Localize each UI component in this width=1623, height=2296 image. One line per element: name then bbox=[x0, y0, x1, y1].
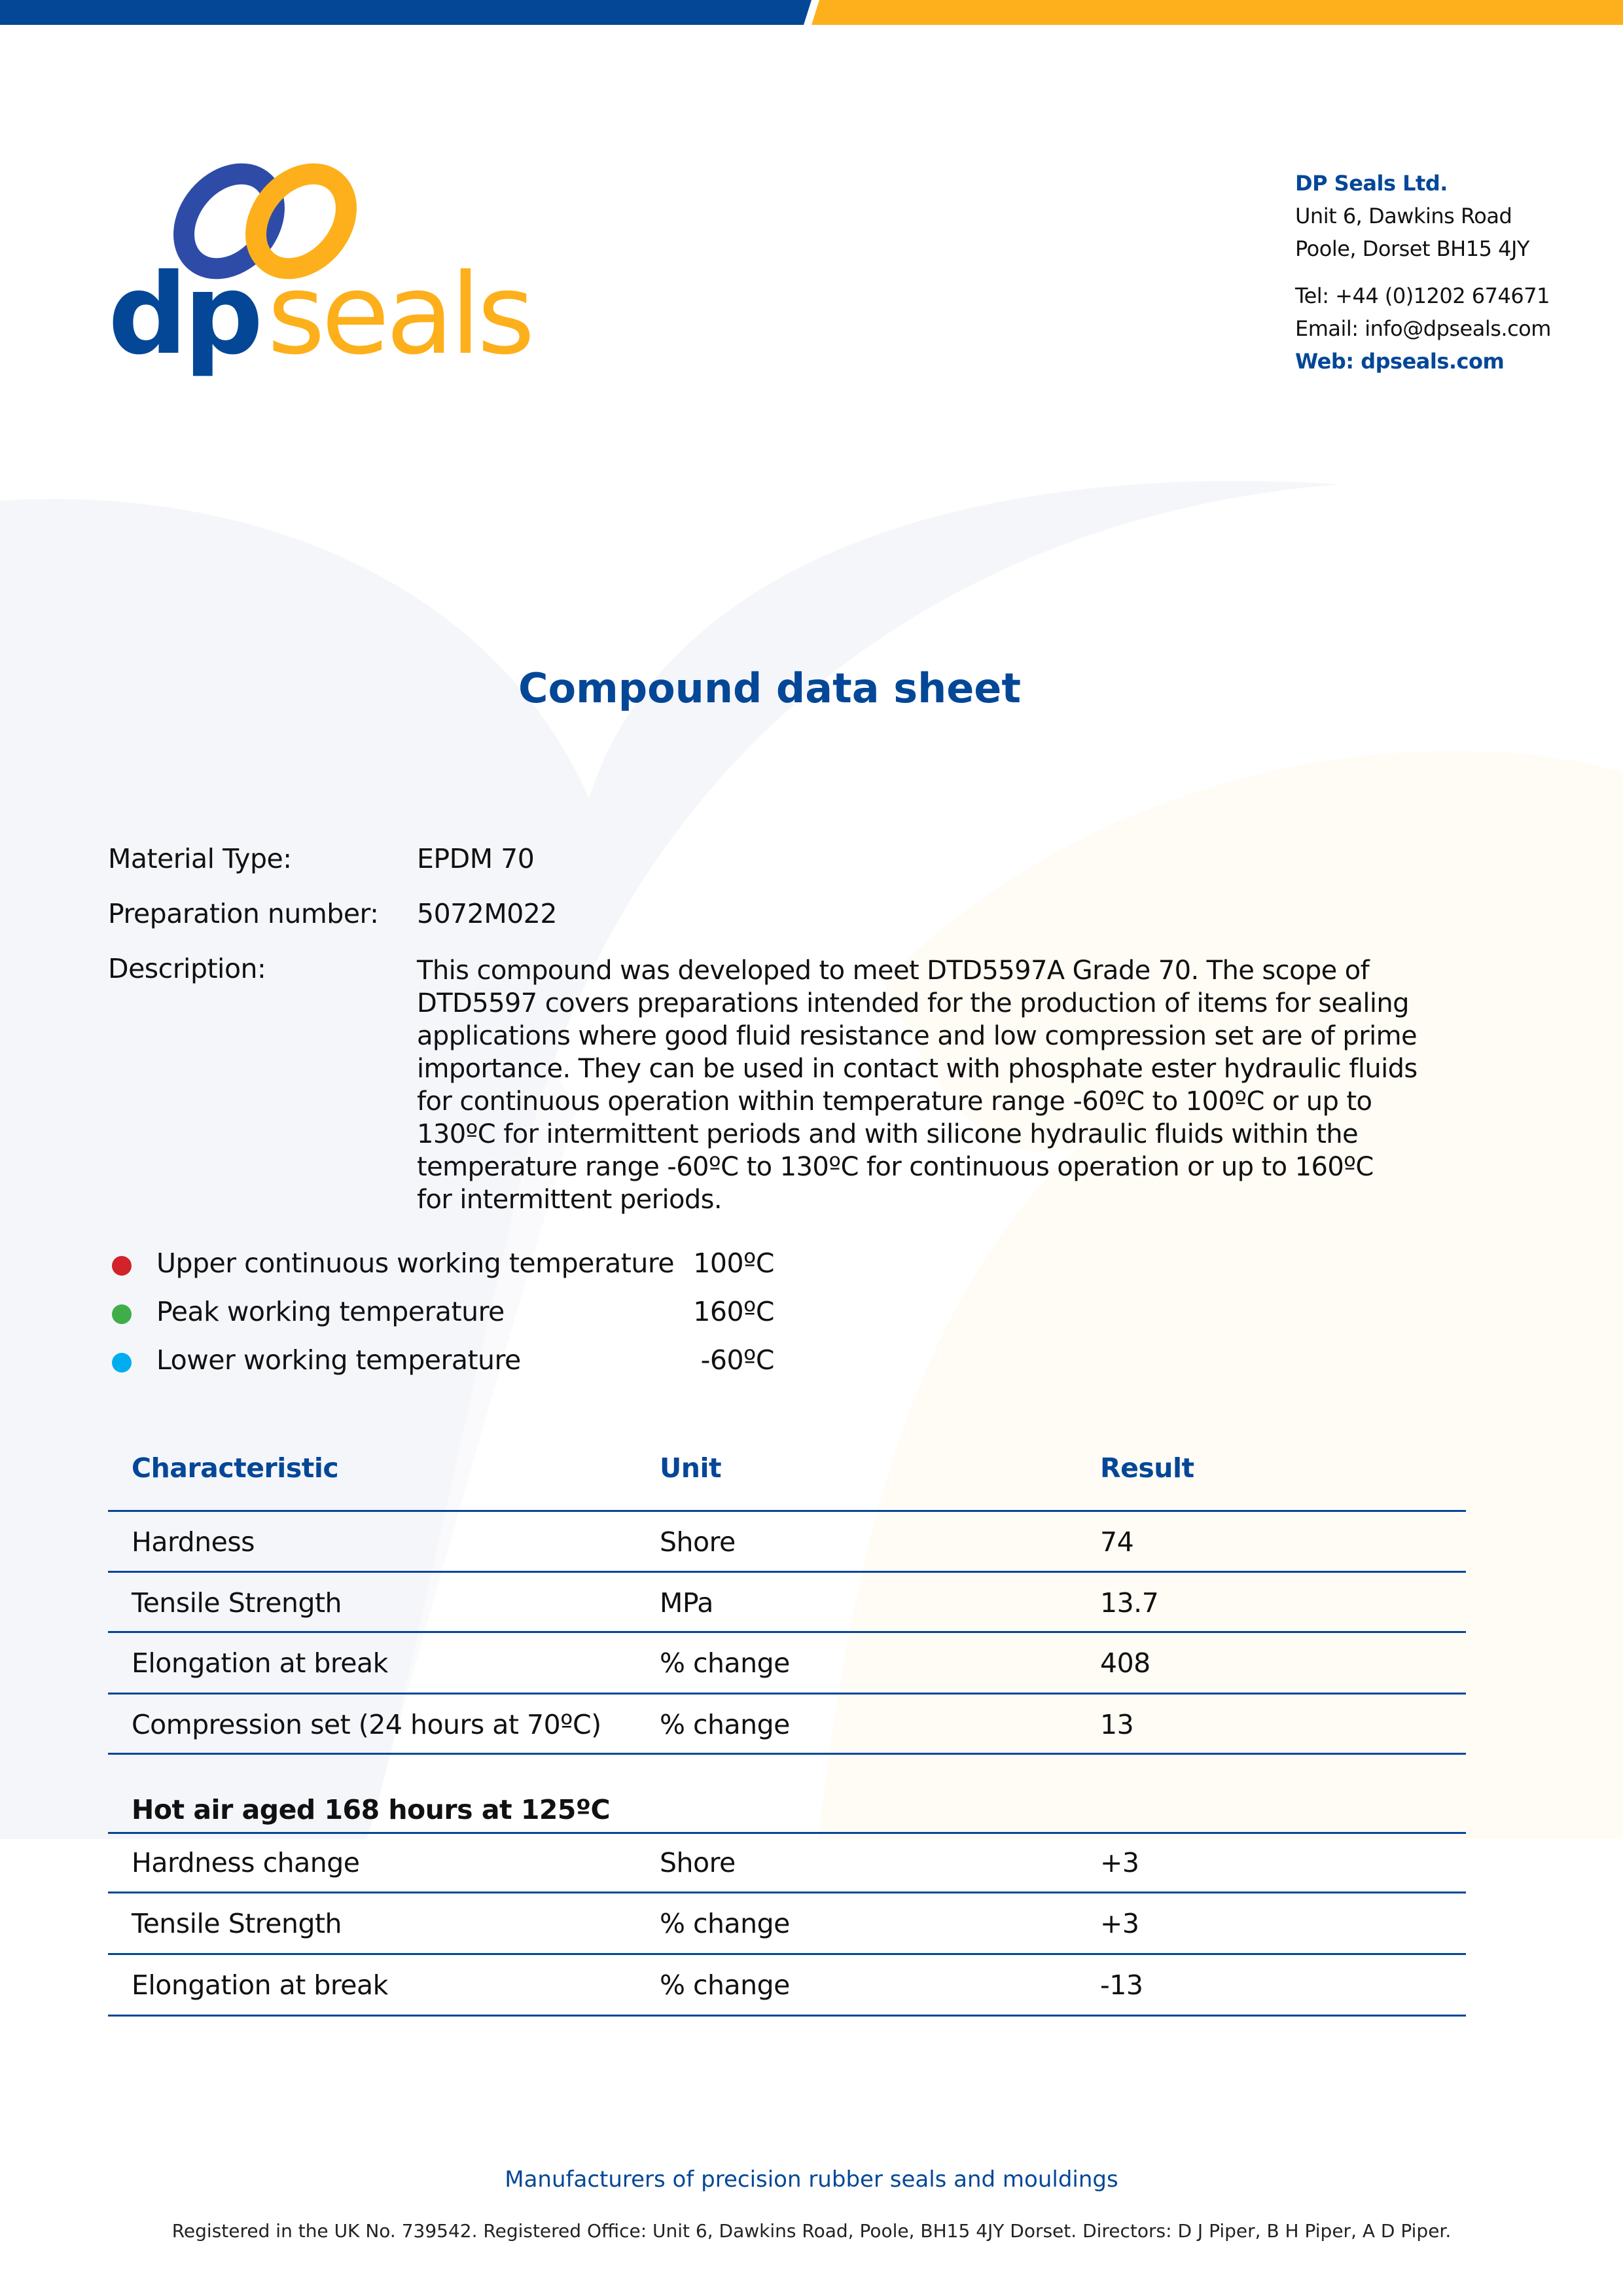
table-row: Hardness Shore 74 bbox=[108, 1512, 1466, 1573]
table-row: Compression set (24 hours at 70ºC) % cha… bbox=[108, 1695, 1466, 1755]
description-text: This compound was developed to meet DTD5… bbox=[417, 954, 1451, 1216]
table-row: Tensile Strength % change +3 bbox=[108, 1893, 1466, 1955]
table-header: Characteristic Unit Result bbox=[108, 1450, 1466, 1512]
cell: % change bbox=[660, 1709, 790, 1740]
cell: % change bbox=[660, 1969, 790, 2001]
description-line: for intermittent periods. bbox=[417, 1185, 722, 1215]
cell: Hardness change bbox=[132, 1847, 360, 1878]
cell: +3 bbox=[1100, 1908, 1139, 1939]
website-link[interactable]: Web: dpseals.com bbox=[1295, 349, 1505, 374]
description-line: DTD5597 covers preparations intended for… bbox=[417, 988, 1410, 1018]
section-header: Hot air aged 168 hours at 125ºC bbox=[108, 1755, 1466, 1834]
telephone: Tel: +44 (0)1202 674671 bbox=[1295, 283, 1550, 308]
temp-peak-label: Peak working temperature bbox=[156, 1296, 505, 1327]
company-name: DP Seals Ltd. bbox=[1295, 171, 1448, 196]
description-line: temperature range -60ºC to 130ºC for con… bbox=[417, 1152, 1374, 1182]
table-row: Elongation at break % change 408 bbox=[108, 1633, 1466, 1695]
cell: % change bbox=[660, 1647, 790, 1679]
material-type-label: Material Type: bbox=[108, 843, 292, 874]
header-unit: Unit bbox=[660, 1452, 722, 1484]
table-row: Hardness change Shore +3 bbox=[108, 1834, 1466, 1893]
temp-lower-label: Lower working temperature bbox=[156, 1344, 521, 1376]
header-characteristic: Characteristic bbox=[132, 1452, 339, 1484]
material-type-value: EPDM 70 bbox=[417, 843, 535, 874]
preparation-number-label: Preparation number: bbox=[108, 898, 379, 929]
cell: 408 bbox=[1100, 1647, 1150, 1679]
preparation-number-value: 5072M022 bbox=[417, 898, 557, 929]
description-line: This compound was developed to meet DTD5… bbox=[417, 956, 1370, 986]
cell: Shore bbox=[660, 1526, 736, 1558]
email: Email: info@dpseals.com bbox=[1295, 316, 1551, 341]
watermark-yellow bbox=[818, 750, 1623, 1839]
cell: Tensile Strength bbox=[132, 1587, 342, 1619]
address-line2: Poole, Dorset BH15 4JY bbox=[1295, 236, 1529, 261]
company-address: DP Seals Ltd. Unit 6, Dawkins Road Poole… bbox=[1295, 167, 1551, 378]
table-row: Tensile Strength MPa 13.7 bbox=[108, 1573, 1466, 1633]
description-line: 130ºC for intermittent periods and with … bbox=[417, 1119, 1359, 1149]
top-bar-yellow bbox=[812, 0, 1623, 25]
temp-peak-value: 160ºC bbox=[693, 1296, 774, 1327]
address-line1: Unit 6, Dawkins Road bbox=[1295, 204, 1512, 228]
cell: % change bbox=[660, 1908, 790, 1939]
blue-dot-icon bbox=[112, 1353, 132, 1372]
cell: Hardness bbox=[132, 1526, 255, 1558]
temp-upper-label: Upper continuous working temperature bbox=[156, 1247, 675, 1279]
description-label: Description: bbox=[108, 953, 266, 984]
top-bar-blue bbox=[0, 0, 812, 25]
logo-rings-icon bbox=[173, 163, 357, 279]
logo-dp: dp bbox=[108, 250, 263, 380]
cell: -13 bbox=[1100, 1969, 1143, 2001]
header-result: Result bbox=[1100, 1452, 1194, 1484]
cell: 13.7 bbox=[1100, 1587, 1159, 1619]
footer-tagline: Manufacturers of precision rubber seals … bbox=[505, 2166, 1118, 2193]
logo-seals: seals bbox=[267, 250, 535, 380]
temp-lower-value: -60ºC bbox=[700, 1344, 775, 1376]
red-dot-icon bbox=[112, 1256, 132, 1276]
cell: 74 bbox=[1100, 1526, 1134, 1558]
description-line: importance. They can be used in contact … bbox=[417, 1054, 1418, 1084]
cell: Elongation at break bbox=[132, 1969, 388, 2001]
cell: Elongation at break bbox=[132, 1647, 388, 1679]
section-title: Hot air aged 168 hours at 125ºC bbox=[132, 1794, 611, 1825]
cell: 13 bbox=[1100, 1709, 1134, 1740]
cell: Tensile Strength bbox=[132, 1908, 342, 1939]
cell: Compression set (24 hours at 70ºC) bbox=[132, 1709, 601, 1740]
cell: +3 bbox=[1100, 1847, 1139, 1878]
cell: MPa bbox=[660, 1587, 713, 1619]
description-line: applications where good fluid resistance… bbox=[417, 1021, 1418, 1051]
footer-registration: Registered in the UK No. 739542. Registe… bbox=[171, 2220, 1452, 2242]
green-dot-icon bbox=[112, 1304, 132, 1324]
logo: dpseals bbox=[108, 161, 535, 370]
page-title: Compound data sheet bbox=[518, 664, 1021, 712]
table-row: Elongation at break % change -13 bbox=[108, 1955, 1466, 2017]
cell: Shore bbox=[660, 1847, 736, 1878]
temp-upper-value: 100ºC bbox=[693, 1247, 774, 1279]
description-line: for continuous operation within temperat… bbox=[417, 1086, 1372, 1117]
